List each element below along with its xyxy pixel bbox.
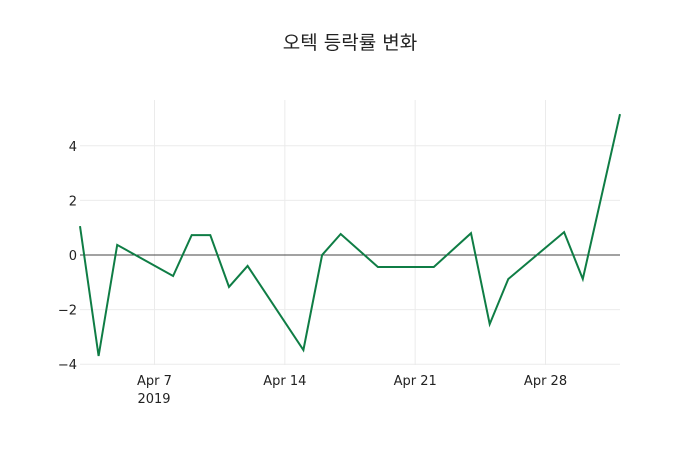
x-tick-label: Apr 7 [137, 374, 172, 389]
x-tick-label: Apr 28 [524, 374, 567, 389]
y-tick-label: −2 [58, 304, 77, 319]
series-line [79, 113, 621, 357]
y-tick-label: −4 [58, 358, 77, 373]
x-tick-label: Apr 14 [263, 374, 306, 389]
y-tick-label: 0 [69, 249, 77, 264]
data-points [79, 114, 621, 357]
grid [80, 100, 620, 365]
x-axis-year-label: 2019 [137, 392, 170, 407]
x-tick-label: Apr 21 [394, 374, 437, 389]
y-tick-label: 2 [69, 194, 77, 209]
y-tick-label: 4 [69, 140, 77, 155]
chart-title: 오텍 등락률 변화 [283, 32, 417, 54]
x-axis-ticks: Apr 7 Apr 14 Apr 21 Apr 28 [137, 374, 567, 389]
y-axis-ticks: 4 2 0 −2 −4 [58, 140, 77, 373]
